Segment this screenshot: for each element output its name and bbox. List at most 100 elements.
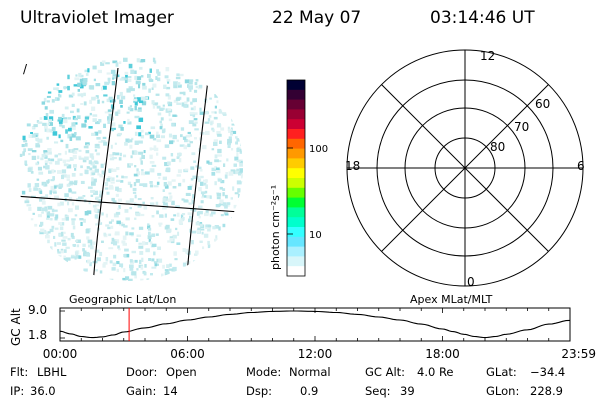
- speckle-pixel: [84, 78, 88, 82]
- speckle-pixel: [125, 276, 130, 280]
- speckle-pixel: [27, 183, 31, 188]
- speckle-pixel: [222, 223, 226, 228]
- speckle-pixel: [122, 235, 127, 240]
- speckle-pixel: [54, 216, 58, 221]
- speckle-pixel: [54, 154, 58, 158]
- speckle-pixel: [118, 198, 122, 202]
- speckle-pixel: [83, 218, 86, 223]
- speckle-pixel: [123, 176, 128, 179]
- colorbar-band: [287, 168, 305, 179]
- colorbar-frame: [286, 79, 306, 277]
- speckle-pixel: [214, 159, 219, 163]
- speckle-pixel: [110, 241, 115, 245]
- speckle-pixel: [149, 68, 152, 73]
- speckle-pixel: [239, 192, 243, 196]
- speckle-pixel: [76, 198, 81, 202]
- speckle-pixel: [148, 88, 151, 93]
- speckle-pixel: [44, 128, 49, 132]
- speckle-pixel: [84, 116, 89, 120]
- speckle-pixel: [124, 71, 129, 75]
- speckle-pixel: [167, 108, 172, 111]
- speckle-pixel: [84, 169, 89, 174]
- speckle-pixel: [108, 176, 112, 179]
- speckle-pixel: [24, 142, 28, 147]
- speckle-pixel: [83, 101, 87, 106]
- speckle-pixel: [188, 81, 193, 85]
- speckle-pixel: [34, 183, 40, 188]
- speckle-pixel: [69, 196, 73, 202]
- speckle-pixel: [100, 61, 105, 66]
- y-tick-label: 1.8: [28, 328, 47, 342]
- speckle-pixel: [107, 226, 111, 230]
- speckle-pixel: [173, 81, 178, 86]
- speckle-pixel: [147, 73, 151, 78]
- speckle-pixel: [69, 126, 74, 129]
- speckle-pixel: [179, 91, 185, 95]
- speckle-pixel: [92, 204, 97, 208]
- speckle-pixel: [154, 102, 159, 105]
- speckle-pixel: [46, 100, 50, 103]
- speckle-pixel: [178, 158, 182, 163]
- speckle-pixel: [159, 120, 162, 124]
- speckle-pixel: [136, 234, 142, 237]
- speckle-pixel: [37, 166, 42, 171]
- speckle-pixel: [193, 105, 196, 111]
- speckle-pixel: [67, 117, 71, 120]
- speckle-pixel: [152, 104, 156, 109]
- speckle-pixel: [129, 105, 132, 108]
- speckle-pixel: [71, 157, 74, 161]
- speckle-pixel: [129, 259, 133, 263]
- speckle-pixel: [62, 159, 67, 164]
- speckle-pixel: [162, 189, 165, 192]
- speckle-pixel: [182, 136, 187, 140]
- speckle-pixel: [35, 144, 41, 148]
- speckle-pixel: [227, 145, 231, 148]
- speckle-pixel: [214, 238, 219, 242]
- speckle-pixel: [205, 210, 209, 215]
- speckle-pixel: [120, 180, 124, 183]
- speckle-pixel: [181, 102, 185, 107]
- colorbar: [287, 80, 305, 277]
- speckle-pixel: [103, 162, 107, 166]
- speckle-pixel: [119, 263, 124, 267]
- mlt-label-midnight: 0: [467, 275, 475, 289]
- speckle-pixel: [103, 141, 108, 146]
- speckle-pixel: [158, 223, 162, 227]
- speckle-pixel: [80, 165, 83, 169]
- speckle-pixel: [145, 248, 150, 253]
- speckle-pixel: [106, 191, 110, 195]
- speckle-pixel: [199, 111, 205, 115]
- speckle-pixel: [71, 235, 75, 239]
- colorbar-label: photon cm⁻²s⁻¹: [269, 185, 282, 270]
- speckle-pixel: [219, 140, 222, 144]
- speckle-pixel: [60, 231, 64, 237]
- speckle-pixel: [128, 63, 133, 69]
- speckle-pixel: [148, 258, 151, 261]
- speckle-pixel: [95, 161, 99, 165]
- speckle-pixel: [200, 191, 206, 195]
- speckle-pixel: [57, 251, 62, 254]
- speckle-pixel: [37, 214, 42, 218]
- speckle-pixel: [195, 221, 200, 226]
- meridian-line: [91, 67, 119, 281]
- speckle-pixel: [44, 125, 48, 129]
- speckle-pixel: [91, 156, 95, 160]
- x-tick-labels: 00:00 06:00 12:00 18:00 23:59: [43, 347, 596, 361]
- speckle-pixel: [163, 182, 167, 187]
- speckle-pixel: [52, 176, 55, 181]
- speckle-pixel: [194, 128, 199, 131]
- speckle-pixel: [214, 94, 218, 98]
- speckle-pixel: [45, 194, 49, 199]
- speckle-pixel: [105, 62, 110, 65]
- speckle-pixel: [239, 168, 243, 173]
- speckle-pixel: [193, 112, 198, 116]
- speckle-pixel: [143, 271, 147, 276]
- speckle-pixel: [137, 198, 142, 201]
- speckle-pixel: [214, 225, 219, 229]
- speckle-pixel: [102, 85, 107, 90]
- speckle-pixel: [154, 263, 158, 267]
- speckle-pixel: [43, 183, 46, 187]
- speckle-pixel: [175, 227, 178, 231]
- speckle-pixel: [110, 104, 115, 109]
- speckle-pixel: [21, 144, 25, 148]
